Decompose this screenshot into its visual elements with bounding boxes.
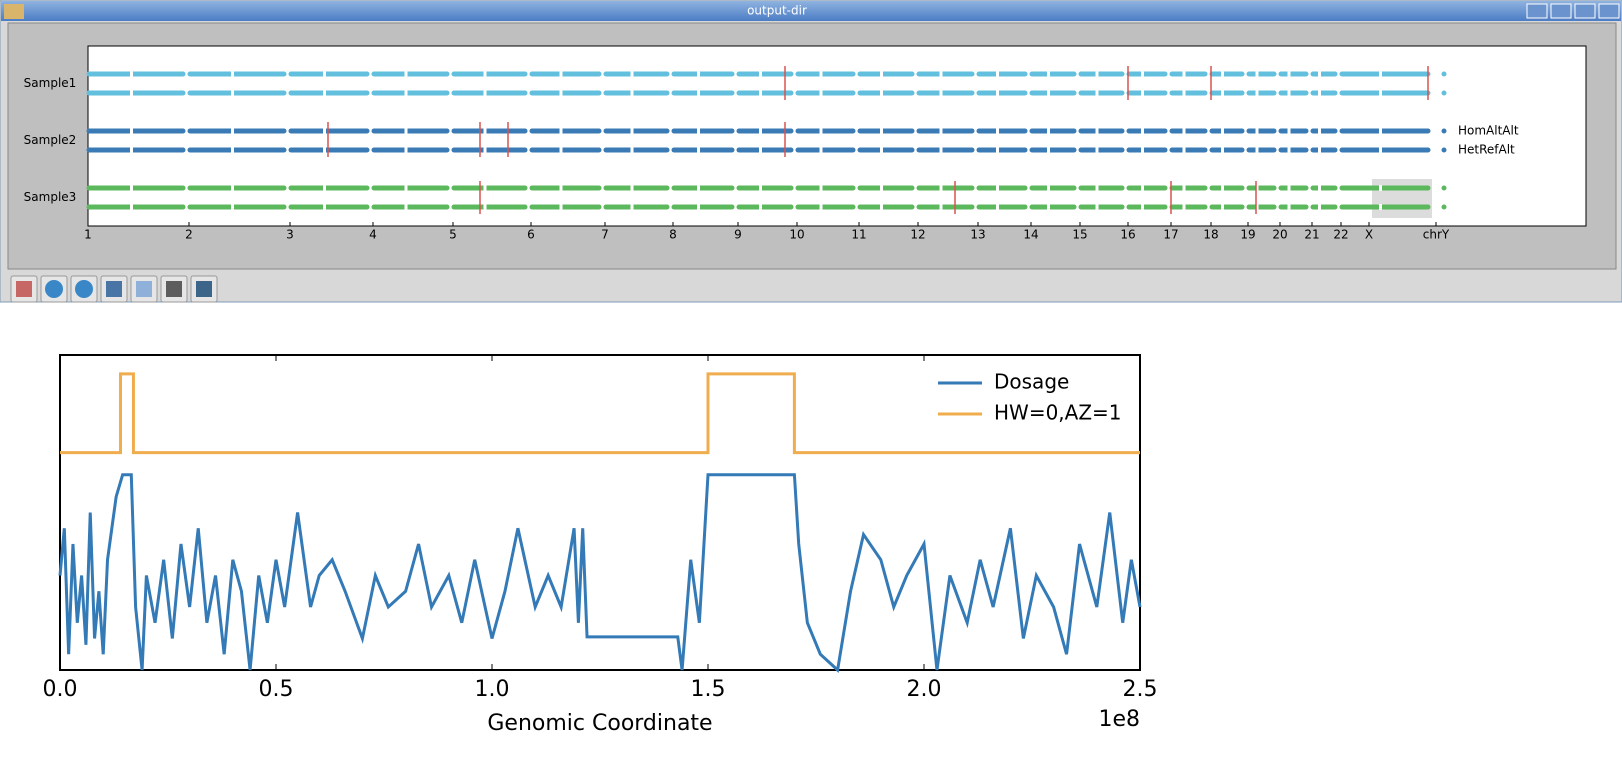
chromosome-label: 9: [734, 228, 742, 242]
window-title: output-dir: [747, 4, 807, 18]
legend-label: HW=0,AZ=1: [994, 401, 1122, 425]
chromosome-label: 14: [1023, 228, 1038, 242]
x-tick-label: 2.5: [1123, 677, 1158, 702]
chromosome-label: 5: [449, 228, 457, 242]
variant-dot: [1441, 90, 1447, 96]
chromosome-label: 17: [1163, 228, 1178, 242]
save-icon: [196, 281, 212, 297]
legend-label: HomAltAlt: [1458, 124, 1519, 138]
chromosome-label: 7: [601, 228, 609, 242]
back-icon: [45, 280, 63, 298]
configure-icon: [166, 281, 182, 297]
sample-label: Sample1: [24, 76, 77, 90]
chromosome-label: 15: [1072, 228, 1087, 242]
chromosome-label: X: [1365, 228, 1373, 242]
legend-dot: [1442, 148, 1446, 152]
home-icon: [16, 281, 32, 297]
chromosome-label: 12: [910, 228, 925, 242]
close-button[interactable]: [1598, 3, 1620, 19]
legend-dot: [1442, 129, 1446, 133]
chromosome-label: 18: [1203, 228, 1218, 242]
chromosome-label: 22: [1333, 228, 1348, 242]
chromosome-label: 2: [185, 228, 193, 242]
window-buttons: [1526, 3, 1620, 19]
toolbar: [10, 275, 218, 303]
chromosome-label: 4: [369, 228, 377, 242]
x-offset-label: 1e8: [1098, 707, 1140, 732]
forward-icon: [75, 280, 93, 298]
plot-frame: [59, 354, 1141, 671]
series-line: [58, 473, 1142, 673]
legend-label: HetRefAlt: [1458, 143, 1515, 157]
title-bar: [1, 1, 1621, 21]
chromosome-label: 19: [1240, 228, 1255, 242]
x-tick-label: 2.0: [907, 677, 942, 702]
chromosome-label: 20: [1272, 228, 1287, 242]
chromosome-label: 16: [1120, 228, 1135, 242]
chromosome-label: 13: [970, 228, 985, 242]
chromosome-label: 8: [669, 228, 677, 242]
chromosome-label: 11: [851, 228, 866, 242]
variant-dot: [1441, 185, 1447, 191]
chromosome-label: 10: [789, 228, 804, 242]
series-line: [60, 372, 1140, 455]
variant-dot: [1441, 71, 1447, 77]
sample-label: Sample2: [24, 133, 77, 147]
variant-dot: [1441, 204, 1447, 210]
x-axis-label: Genomic Coordinate: [487, 711, 712, 736]
chromosome-label: 6: [527, 228, 535, 242]
chromosome-label: 3: [286, 228, 294, 242]
x-tick-label: 1.5: [691, 677, 726, 702]
highlight-region: [1372, 179, 1432, 218]
chromosome-label: chrY: [1423, 228, 1450, 242]
legend-label: Dosage: [994, 370, 1069, 394]
chromosome-label: 21: [1304, 228, 1319, 242]
zoom-icon: [136, 281, 152, 297]
x-tick-label: 0.5: [259, 677, 294, 702]
app-icon: [4, 4, 24, 19]
maximize-button[interactable]: [1574, 3, 1596, 19]
pan-icon: [106, 281, 122, 297]
sample-label: Sample3: [24, 190, 77, 204]
maximize-up-button[interactable]: [1526, 3, 1548, 19]
x-tick-label: 1.0: [475, 677, 510, 702]
minimize-button[interactable]: [1550, 3, 1572, 19]
chromosome-label: 1: [84, 228, 92, 242]
x-tick-label: 0.0: [43, 677, 78, 702]
